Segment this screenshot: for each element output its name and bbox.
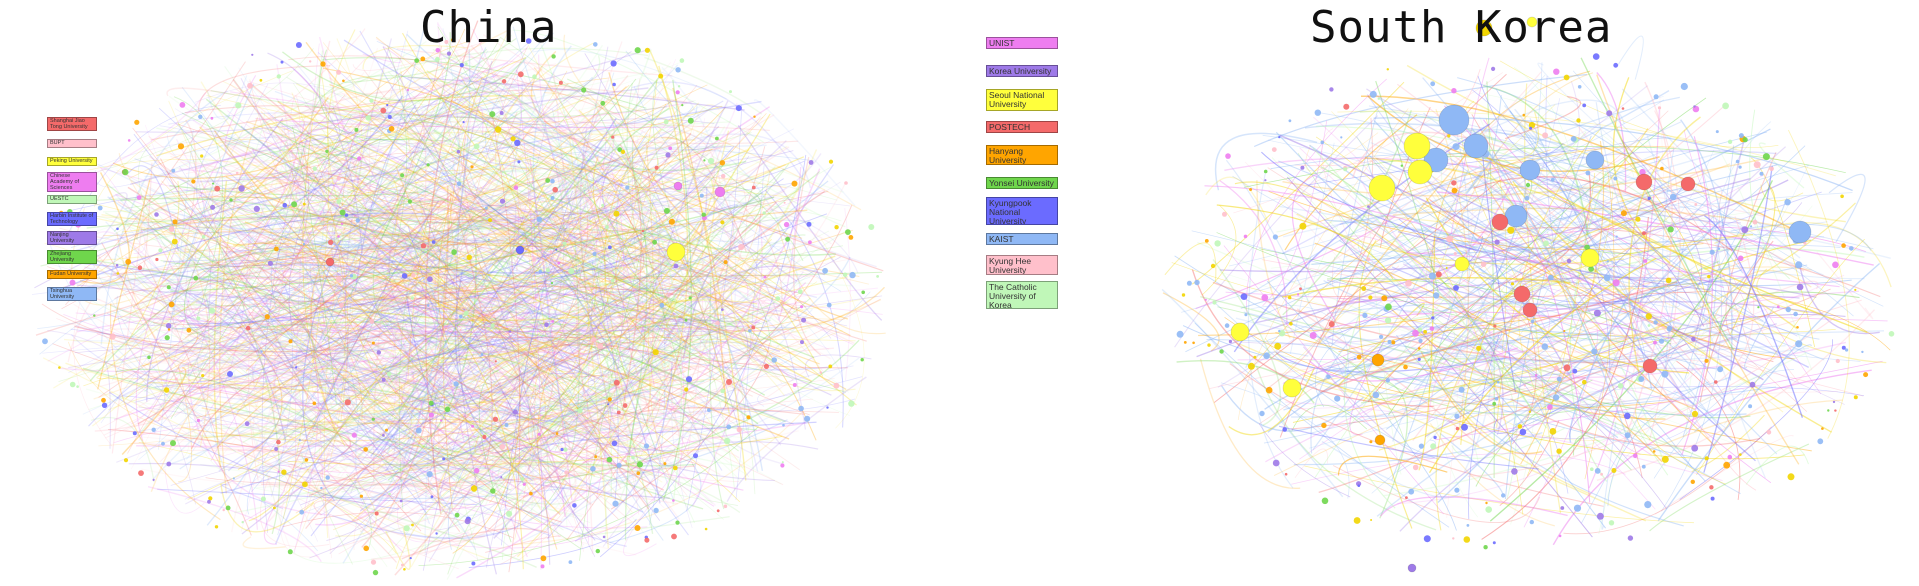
china-legend-item: Chinese Academy of Sciences bbox=[47, 172, 97, 192]
korea-legend-item: UNIST bbox=[986, 37, 1058, 49]
korea-legend-item: Yonsei University bbox=[986, 177, 1058, 189]
korea-title: South Korea bbox=[1310, 2, 1613, 53]
china-legend-item: Shanghai Jiao Tong University bbox=[47, 117, 97, 131]
china-legend-item: Harbin Institute of Technology bbox=[47, 212, 97, 226]
korea-legend-item: Kyung Hee University bbox=[986, 255, 1058, 275]
korea-legend-item: Hanyang University bbox=[986, 145, 1058, 165]
network-nodes bbox=[42, 38, 879, 576]
china-legend-item: Tsinghua University bbox=[47, 287, 97, 301]
korea-legend-item: Korea University bbox=[986, 65, 1058, 77]
korea-network-graph bbox=[1161, 16, 1895, 573]
china-legend-item: UESTC bbox=[47, 195, 97, 204]
china-legend-item: BUPT bbox=[47, 139, 97, 148]
korea-legend-item: Kyungpook National University bbox=[986, 197, 1058, 225]
china-legend-item: Fudan University bbox=[47, 270, 97, 279]
korea-legend-item: Seoul National University bbox=[986, 89, 1058, 111]
china-legend-item: Peking University bbox=[47, 157, 97, 166]
network-nodes bbox=[1176, 16, 1895, 573]
korea-legend-item: The Catholic University of Korea bbox=[986, 281, 1058, 309]
network-edges bbox=[31, 20, 886, 580]
korea-legend-item: POSTECH bbox=[986, 121, 1058, 133]
china-network-graph bbox=[31, 20, 886, 580]
china-title: China bbox=[420, 2, 558, 53]
china-legend-item: Zhejiang University bbox=[47, 250, 97, 264]
china-legend-item: Nanjing University bbox=[47, 231, 97, 245]
korea-legend-item: KAIST bbox=[986, 233, 1058, 245]
